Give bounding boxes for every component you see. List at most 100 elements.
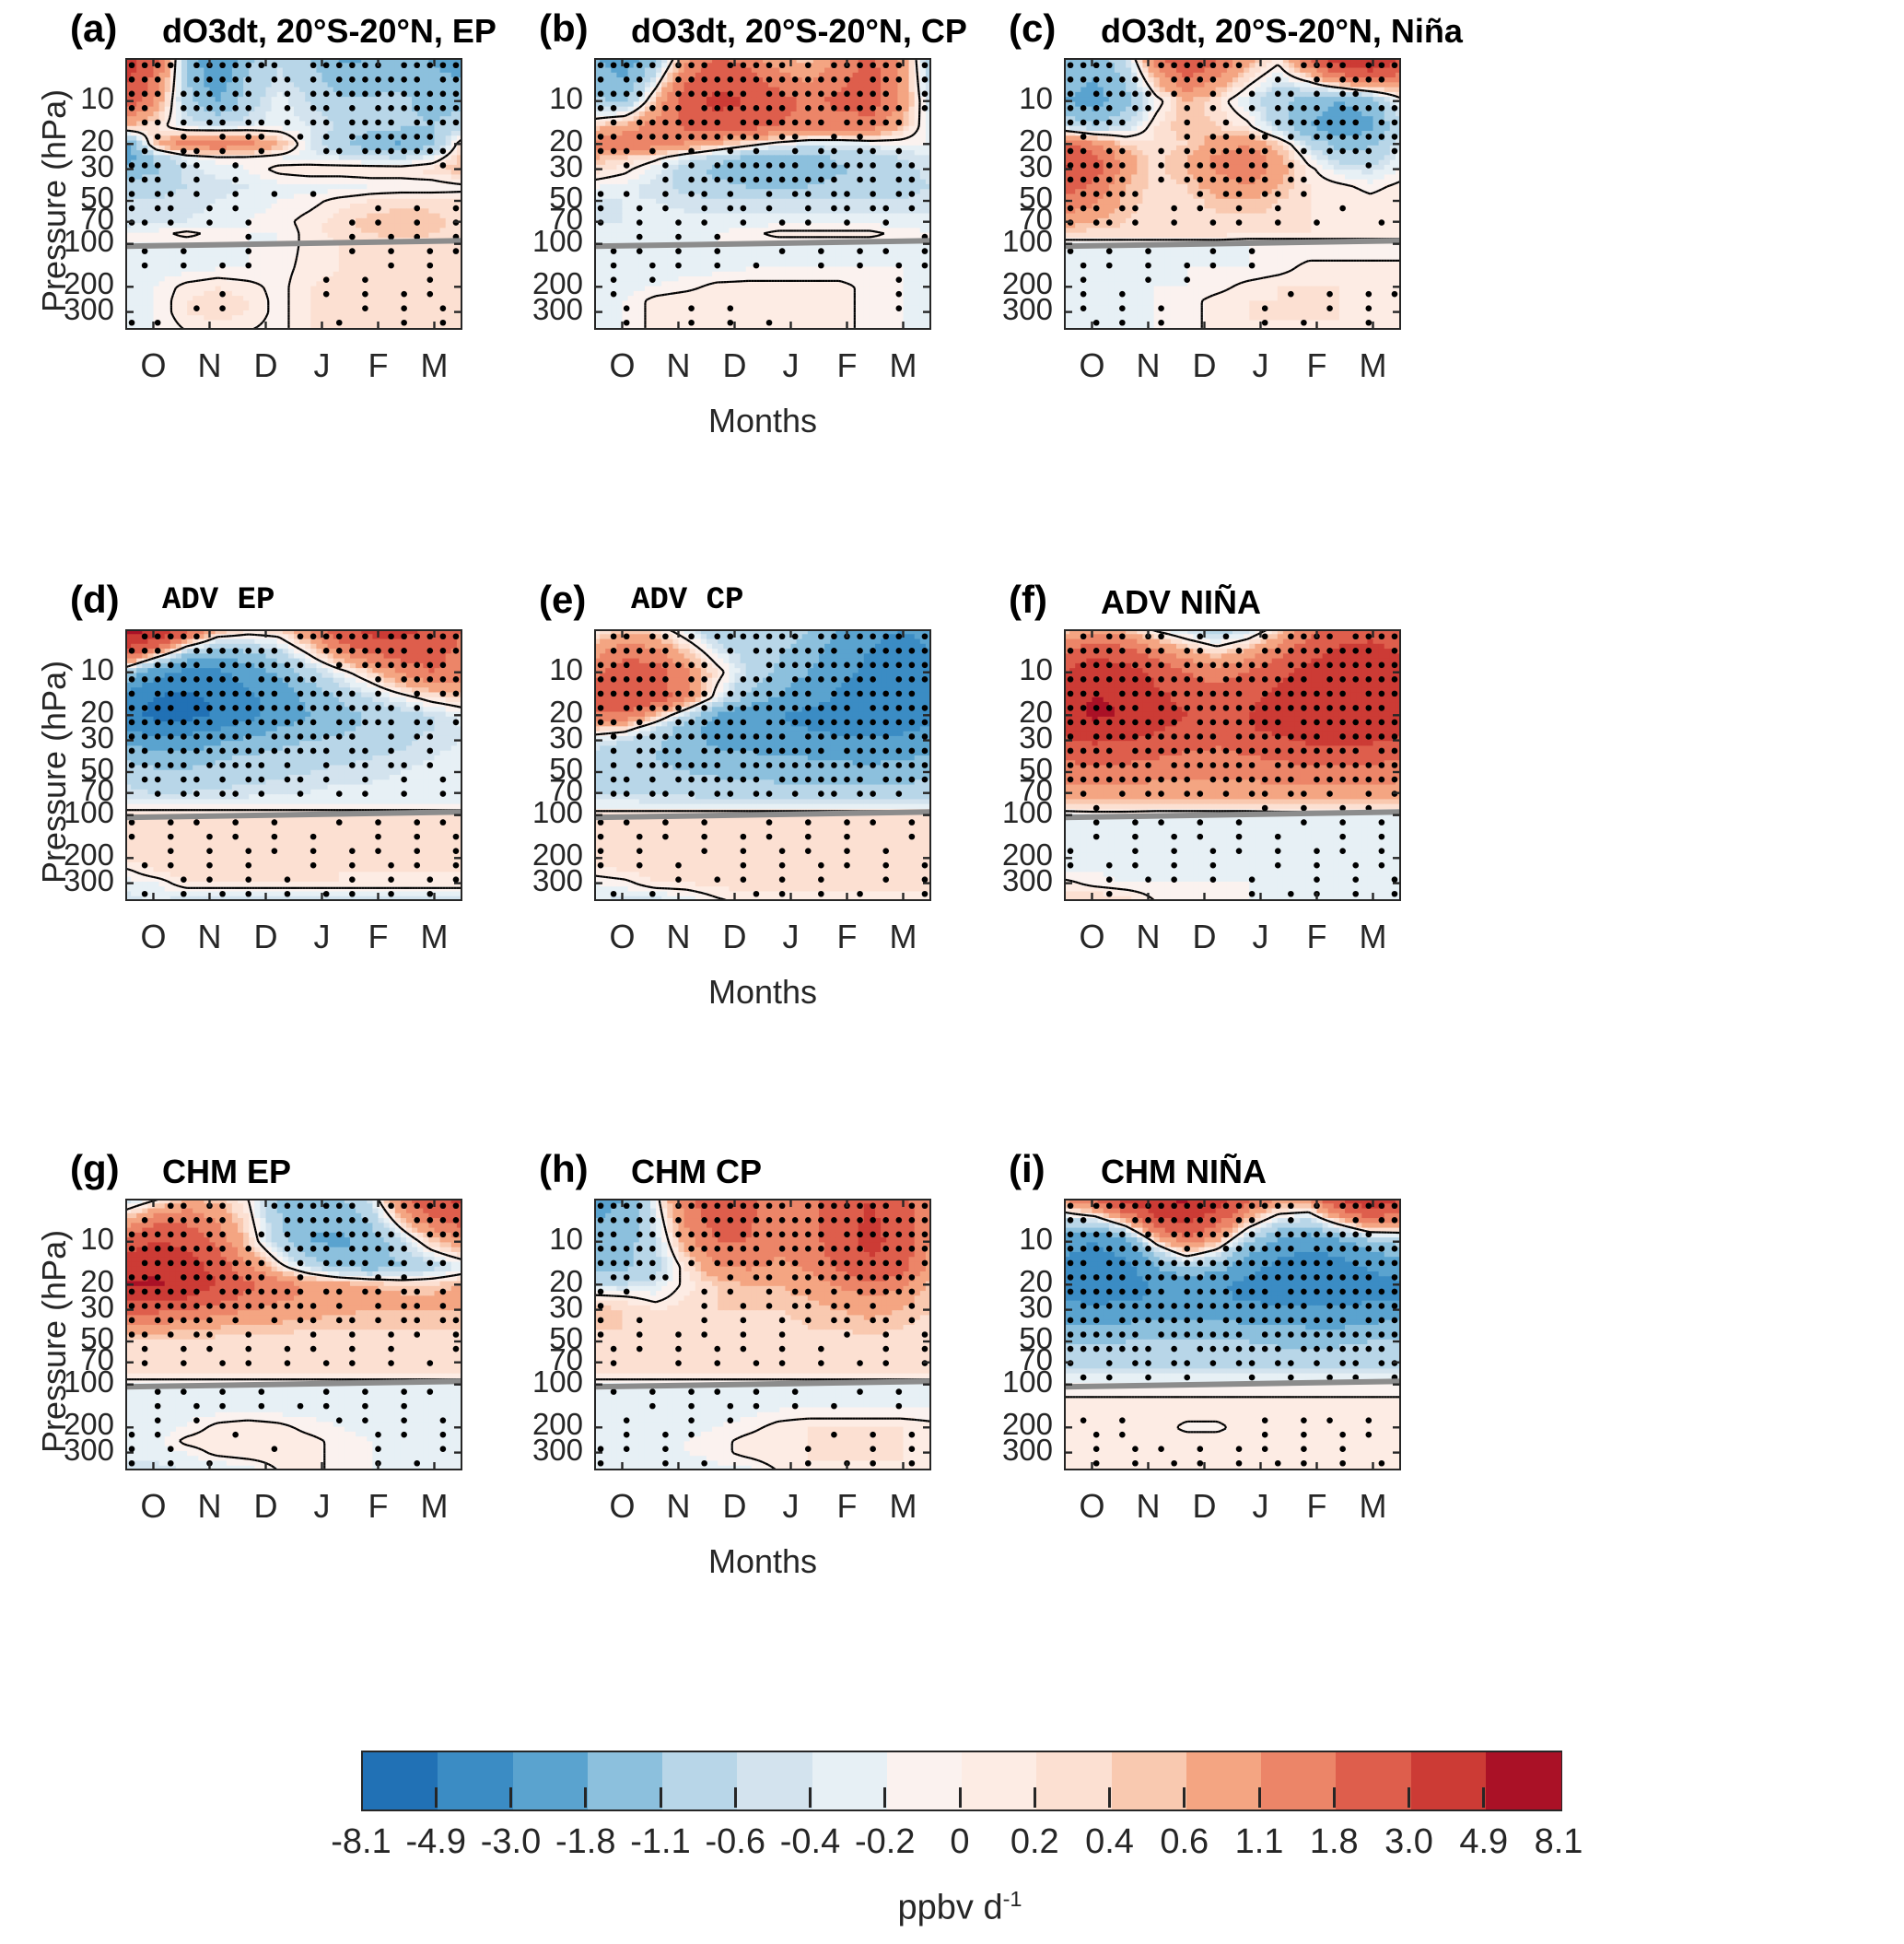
panel-label-f: (f) (1009, 578, 1047, 622)
x-tick-label: O (117, 918, 191, 956)
x-tick-label: J (1224, 1487, 1298, 1526)
y-tick-label: 70 (485, 202, 583, 237)
panel-h (594, 1199, 931, 1470)
x-tick-label: M (867, 918, 940, 956)
panel-label-h: (h) (539, 1147, 589, 1191)
colorbar-segment (587, 1752, 663, 1809)
x-tick-label: O (1056, 1487, 1129, 1526)
tropopause-line (1064, 238, 1401, 250)
colorbar-tick (809, 1787, 812, 1808)
colorbar-tick (659, 1787, 662, 1808)
colorbar-tick (1108, 1787, 1111, 1808)
y-tick-label: 50 (955, 1321, 1053, 1356)
x-tick-label: F (811, 918, 884, 956)
colorbar-tick (434, 1787, 438, 1808)
y-tick-label: 200 (955, 837, 1053, 872)
contour-plot (125, 1199, 462, 1470)
y-tick-label: 70 (485, 773, 583, 808)
colorbar-tick-label: 4.9 (1427, 1822, 1541, 1862)
y-tick-label: 20 (17, 1264, 114, 1299)
colorbar-segment (512, 1752, 589, 1809)
panel-a (125, 58, 462, 330)
x-tick-label: F (1280, 346, 1354, 385)
x-tick-label: J (286, 1487, 359, 1526)
colorbar-tick (509, 1787, 512, 1808)
colorbar-segment (662, 1752, 739, 1809)
colorbar-tick-label: -0.2 (828, 1822, 942, 1862)
colorbar-unit-text: ppbv d (897, 1889, 1002, 1927)
x-tick-label: O (586, 1487, 660, 1526)
y-tick-label: 20 (485, 1264, 583, 1299)
colorbar-tick (1408, 1787, 1410, 1808)
y-tick-label: 10 (17, 1222, 114, 1257)
y-tick-label: 100 (955, 795, 1053, 830)
x-tick-label: J (754, 1487, 828, 1526)
contour-plot (594, 629, 931, 901)
colorbar-tick-label: 8.1 (1501, 1822, 1616, 1862)
contour-plot (594, 1199, 931, 1470)
y-tick-label: 10 (17, 652, 114, 687)
x-tick-label: N (173, 918, 247, 956)
y-tick-label: 50 (485, 752, 583, 787)
tropopause-line (594, 809, 931, 821)
colorbar-unit-label: ppbv d-1 (794, 1887, 1126, 1928)
y-tick-label: 30 (955, 149, 1053, 184)
y-tick-label: 50 (17, 181, 114, 216)
y-tick-label: 50 (17, 752, 114, 787)
y-tick-label: 300 (955, 1433, 1053, 1468)
contour-plot (594, 58, 931, 330)
colorbar-segment (886, 1752, 963, 1809)
x-tick-label: M (867, 1487, 940, 1526)
x-tick-label: M (867, 346, 940, 385)
y-tick-label: 200 (17, 266, 114, 301)
y-tick-label: 10 (17, 81, 114, 116)
y-axis-label: Pressure (hPa) (35, 1229, 74, 1452)
x-tick-label: F (1280, 918, 1354, 956)
panel-label-e: (e) (539, 578, 586, 622)
y-tick-label: 70 (955, 1342, 1053, 1377)
x-tick-label: N (173, 1487, 247, 1526)
colorbar-tick-label: -4.9 (379, 1822, 493, 1862)
y-tick-label: 300 (485, 863, 583, 898)
y-tick-label: 300 (485, 1433, 583, 1468)
y-tick-label: 30 (955, 720, 1053, 755)
x-tick-label: N (1112, 346, 1186, 385)
y-tick-label: 100 (485, 224, 583, 259)
colorbar (361, 1751, 1562, 1811)
colorbar-tick-label: -0.6 (678, 1822, 792, 1862)
x-axis-label: Months (698, 1542, 827, 1581)
y-tick-label: 30 (17, 149, 114, 184)
x-tick-label: D (698, 1487, 772, 1526)
y-tick-label: 10 (955, 652, 1053, 687)
y-tick-label: 10 (485, 81, 583, 116)
x-tick-label: F (811, 1487, 884, 1526)
panel-title-h: CHM CP (631, 1153, 762, 1191)
y-tick-label: 300 (955, 863, 1053, 898)
panel-title-i: CHM NIÑA (1101, 1153, 1267, 1191)
x-axis-label: Months (698, 973, 827, 1012)
x-tick-label: M (398, 918, 472, 956)
y-tick-label: 10 (485, 652, 583, 687)
colorbar-tick-label: 0.6 (1127, 1822, 1242, 1862)
y-tick-label: 30 (485, 149, 583, 184)
colorbar-tick-label: 0.2 (977, 1822, 1092, 1862)
x-axis-label: Months (698, 402, 827, 440)
contour-plot (1064, 1199, 1401, 1470)
panel-g (125, 1199, 462, 1470)
colorbar-tick-label: -3.0 (454, 1822, 568, 1862)
x-tick-label: F (342, 918, 415, 956)
colorbar-unit-exponent: -1 (1003, 1887, 1022, 1911)
colorbar-tick-label: 0 (903, 1822, 1017, 1862)
panel-f (1064, 629, 1401, 901)
y-tick-label: 10 (955, 81, 1053, 116)
colorbar-tick (1033, 1787, 1036, 1808)
panel-title-d: ADV EP (162, 583, 275, 618)
y-tick-label: 200 (955, 266, 1053, 301)
y-tick-label: 30 (485, 720, 583, 755)
panel-label-d: (d) (70, 578, 120, 622)
contour-plot (1064, 629, 1401, 901)
colorbar-tick (733, 1787, 737, 1808)
colorbar-segment (1261, 1752, 1337, 1809)
colorbar-segment (737, 1752, 813, 1809)
x-tick-label: D (229, 346, 303, 385)
